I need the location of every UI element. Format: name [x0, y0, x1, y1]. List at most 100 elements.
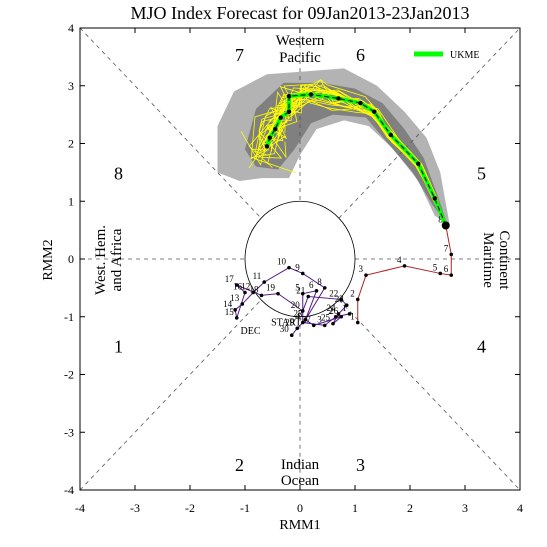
january-series-day-label: 5 — [433, 262, 438, 272]
december-series-point — [300, 271, 305, 276]
december-series-day-label: 1 — [342, 303, 347, 313]
ukme-forecast-point — [432, 196, 437, 201]
phase-label-8: 8 — [114, 163, 123, 183]
december-series-point — [233, 308, 237, 312]
january-series-line — [357, 225, 452, 323]
y-tick-label: 4 — [68, 21, 74, 35]
december-series-point — [300, 291, 305, 296]
december-series-point — [262, 280, 267, 284]
december-series-day-label: 6 — [309, 280, 314, 290]
ukme-forecast-point — [308, 92, 314, 97]
december-series-point — [322, 286, 327, 290]
ukme-forecast-point — [286, 109, 292, 114]
december-series-day-label: 11 — [253, 271, 262, 281]
y-tick-label: 2 — [68, 137, 74, 151]
december-series-day-label: 9 — [295, 262, 300, 272]
january-series-day-label: 1 — [350, 312, 355, 322]
january-series-day-label: 6 — [444, 264, 449, 274]
january-series-day-label: 7 — [444, 243, 449, 253]
ukme-forecast-point — [358, 100, 363, 106]
december-series-point — [295, 326, 300, 331]
january-series-point — [449, 252, 454, 257]
x-tick-label: 1 — [352, 501, 358, 515]
january-series-point — [402, 264, 407, 268]
region-label-ocean: Ocean — [281, 473, 320, 489]
diagonal-guide-nw — [79, 27, 262, 219]
diagonal-guide-sw — [79, 299, 262, 491]
phase-label-1: 1 — [114, 337, 123, 357]
december-series-point — [276, 291, 280, 296]
region-label-maritime: Maritime — [480, 232, 496, 288]
december-series-day-label: 29 — [285, 317, 295, 327]
december-series-point — [339, 297, 344, 302]
unit-circle — [244, 200, 356, 318]
legend: UKME — [414, 50, 479, 61]
december-series-day-label: 10 — [277, 257, 287, 267]
y-tick-label: -4 — [64, 483, 74, 497]
january-series-point — [364, 273, 368, 277]
x-tick-label: 4 — [517, 501, 523, 515]
y-tick-label: -3 — [64, 425, 74, 439]
start-label: START — [271, 317, 301, 328]
december-series-day-label: 12 — [241, 281, 250, 291]
phase-label-4: 4 — [477, 337, 486, 357]
ukme-forecast-point — [273, 126, 278, 132]
january-series-point — [355, 297, 360, 302]
december-series-point — [306, 294, 311, 299]
y-tick-label: -2 — [64, 368, 74, 382]
x-tick-label: -4 — [75, 501, 85, 515]
january-series-day-label: 2 — [350, 288, 355, 298]
ukme-forecast-point — [416, 161, 421, 166]
january-series-day-label: 8 — [438, 215, 443, 225]
december-series-point — [333, 314, 338, 319]
december-series-day-label: 19 — [266, 283, 276, 293]
december-series-day-label: 20 — [291, 300, 301, 310]
december-series-point — [311, 323, 316, 328]
y-axis-label: RMM2 — [41, 239, 56, 280]
x-tick-label: 3 — [462, 501, 468, 515]
ukme-forecast-point — [264, 144, 270, 149]
december-series-point — [251, 290, 256, 295]
phase-label-3: 3 — [356, 455, 365, 475]
december-series-point — [300, 309, 305, 313]
ukme-forecast-point — [372, 109, 377, 114]
region-label-pacific: Pacific — [279, 50, 321, 66]
december-series-point — [336, 312, 341, 316]
phase-label-2: 2 — [235, 455, 244, 475]
phase-label-5: 5 — [477, 163, 486, 183]
region-label-indian: Indian — [281, 457, 320, 473]
december-series-day-label: 3 — [317, 314, 322, 324]
y-tick-label: 3 — [68, 79, 74, 93]
december-series-point — [322, 323, 327, 328]
december-series-day-label: 24 — [327, 303, 337, 313]
december-series-point — [234, 316, 239, 320]
december-series-day-label: 25 — [321, 313, 331, 323]
x-tick-label: -1 — [240, 501, 250, 515]
x-tick-label: 0 — [297, 501, 303, 515]
january-series-day-label: 4 — [397, 255, 402, 265]
x-axis-label: RMM1 — [279, 518, 320, 533]
x-tick-label: -2 — [185, 501, 195, 515]
december-series-point — [331, 321, 335, 326]
x-tick-label: 2 — [407, 501, 413, 515]
december-series-point — [339, 314, 344, 319]
region-label-western: Western — [276, 33, 325, 49]
forecast-start-point — [441, 221, 450, 230]
december-series-day-label: 2 — [328, 306, 333, 316]
december-series-day-label: 5 — [295, 283, 300, 293]
plot-area: 3029282726252423222120191817161514131211… — [79, 27, 521, 491]
diagonal-guide-ne — [338, 27, 521, 219]
december-series-point — [300, 320, 305, 325]
ensemble-member-line — [248, 84, 447, 226]
december-series-day-label: 8 — [317, 277, 322, 287]
december-series-day-label: 26 — [329, 306, 339, 316]
y-tick-label: 1 — [68, 194, 74, 208]
january-series-point — [355, 320, 360, 325]
january-series-point — [449, 273, 454, 277]
region-label-africa: and Africa — [109, 228, 125, 291]
december-series-day-label: 28 — [294, 309, 304, 319]
ukme-forecast-point — [286, 93, 292, 99]
y-tick-label: -1 — [64, 310, 74, 324]
